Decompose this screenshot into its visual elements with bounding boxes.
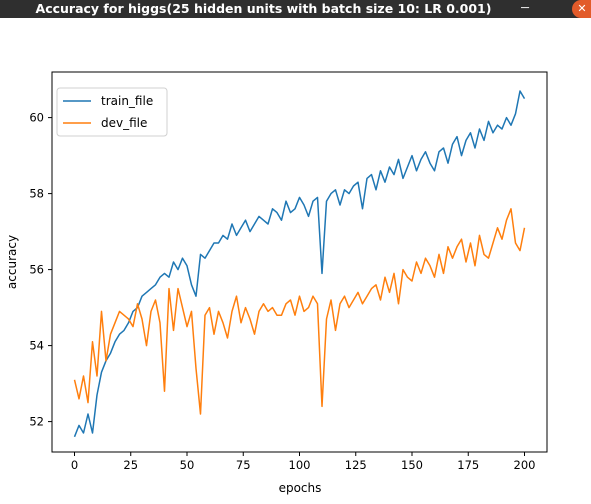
x-tick-label: 50 [180,458,195,472]
legend-label-train: train_file [101,94,153,108]
x-tick-label: 150 [401,458,423,472]
series-line-train-file [73,90,526,438]
legend: train_file dev_file [56,87,168,137]
window-title: Accuracy for higgs(25 hidden units with … [35,1,492,16]
legend-box [56,87,168,137]
window-titlebar[interactable]: Accuracy for higgs(25 hidden units with … [0,0,591,18]
legend-label-dev: dev_file [101,116,147,130]
y-tick-label: 60 [29,111,44,125]
x-tick-label: 100 [289,458,311,472]
y-axis-ticks: 52 54 56 58 60 [29,111,52,429]
y-tick-label: 56 [29,263,44,277]
x-tick-label: 25 [123,458,138,472]
y-axis-label: accuracy [5,235,19,289]
x-axis-label: epochs [279,481,322,495]
close-button[interactable]: ✕ [572,0,591,18]
x-axis-ticks: 0 25 50 75 100 125 150 175 200 [71,452,536,472]
x-tick-label: 175 [457,458,479,472]
series-line-dev-file [73,208,526,415]
plot-area [73,90,526,438]
y-tick-label: 52 [29,415,44,429]
x-tick-label: 125 [345,458,367,472]
minimize-button[interactable]: ─ [521,1,529,16]
x-tick-label: 75 [236,458,251,472]
y-tick-label: 58 [29,187,44,201]
x-tick-label: 200 [514,458,536,472]
x-tick-label: 0 [71,458,78,472]
y-tick-label: 54 [29,339,44,353]
